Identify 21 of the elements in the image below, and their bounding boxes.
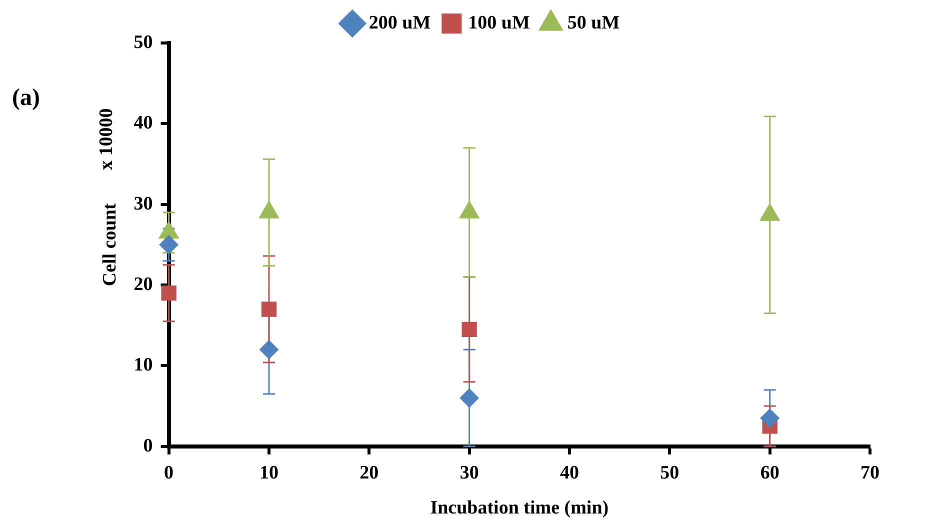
y-tick-label: 10 [134, 354, 153, 376]
y-tick-label: 20 [134, 274, 153, 295]
legend-label: 50 uM [567, 12, 620, 34]
y-tick-label: 40 [134, 112, 153, 134]
y-tick-label: 50 [134, 32, 153, 53]
x-tick-label: 40 [560, 462, 579, 484]
x-axis-title: Incubation time (min) [430, 498, 609, 519]
y-tick-label: 0 [143, 435, 153, 456]
legend-label: 100 uM [468, 12, 530, 34]
text: x 10000 [96, 108, 118, 170]
legend-label: 200 uM [368, 12, 431, 34]
x-tick-label: 50 [660, 462, 680, 484]
text: (a) [12, 85, 40, 112]
x-tick-label: 10 [259, 462, 278, 484]
y-tick-label: 30 [134, 193, 153, 214]
x-tick-label: 20 [360, 462, 379, 484]
y-axis-title: Cell count [99, 202, 120, 286]
x-tick-label: 70 [860, 462, 880, 484]
x-tick-label: 60 [760, 462, 780, 484]
x-tick-label: 30 [460, 462, 479, 484]
x-tick-label: 0 [164, 462, 174, 484]
